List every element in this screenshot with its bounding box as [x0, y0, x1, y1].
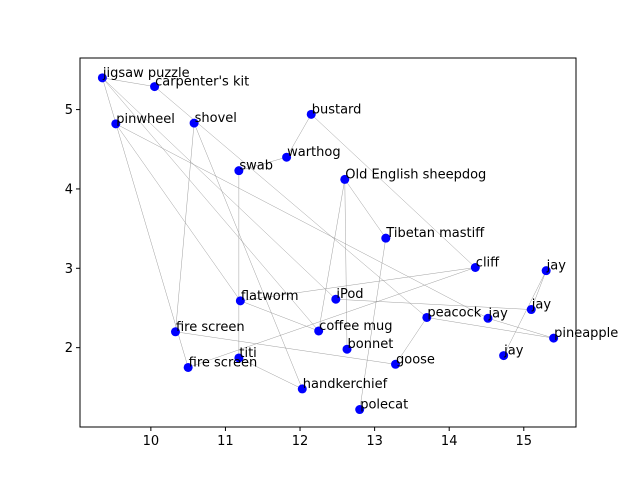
data-point	[170, 327, 180, 337]
edge-line	[188, 267, 476, 368]
data-point	[470, 262, 480, 272]
x-tick-label: 12	[292, 434, 309, 449]
point-label: fire screen	[189, 355, 258, 370]
data-point	[183, 362, 193, 372]
point-label: carpenter's kit	[155, 75, 249, 90]
edge-line	[487, 318, 554, 339]
data-point	[306, 109, 316, 119]
edge-line	[193, 122, 303, 390]
point-label: goose	[396, 352, 435, 367]
x-axis: 10 11 12 13 14 15	[143, 427, 532, 449]
data-point	[391, 359, 401, 369]
x-tick-label: 13	[366, 434, 383, 449]
edge-line	[115, 123, 241, 301]
x-tick-label: 15	[516, 434, 533, 449]
data-point	[282, 152, 292, 162]
data-point	[235, 296, 245, 306]
data-point	[234, 353, 244, 363]
y-tick-label: 3	[65, 262, 73, 277]
edge-line	[531, 270, 547, 310]
point-label: swab	[239, 159, 273, 174]
data-point	[150, 82, 160, 92]
data-point	[97, 73, 107, 83]
edge-line	[318, 179, 346, 332]
point-label: jay	[487, 306, 508, 321]
point-label: iPod	[336, 287, 363, 302]
data-point	[189, 118, 199, 128]
point-label: polecat	[360, 398, 408, 413]
x-tick-label: 14	[441, 434, 458, 449]
edge-line	[175, 331, 396, 365]
points-layer	[97, 73, 559, 415]
edge-line	[240, 300, 319, 332]
edge-line	[344, 179, 387, 239]
edges-layer	[102, 77, 554, 410]
point-label: pinwheel	[116, 112, 175, 127]
edge-line	[102, 77, 319, 332]
point-label: flatworm	[241, 289, 299, 304]
data-point	[355, 405, 365, 415]
point-label: jigsaw puzzle	[102, 66, 190, 81]
point-label: jay	[546, 259, 567, 274]
data-point	[111, 119, 121, 129]
data-point	[499, 351, 509, 361]
data-point	[526, 305, 536, 315]
data-point	[297, 384, 307, 394]
edge-line	[102, 77, 155, 87]
edge-line	[154, 86, 427, 318]
data-point	[381, 233, 391, 243]
point-label: handkerchief	[303, 377, 388, 392]
edge-line	[286, 114, 312, 158]
point-label: cliff	[476, 255, 500, 270]
y-tick-label: 5	[65, 103, 73, 118]
data-point	[314, 326, 324, 336]
point-label: jay	[531, 298, 552, 313]
y-tick-label: 4	[65, 182, 73, 197]
point-label: peacock	[427, 305, 481, 320]
edge-line	[503, 270, 547, 356]
point-label: titi	[239, 346, 256, 361]
point-label: bonnet	[348, 337, 394, 352]
data-point	[342, 344, 352, 354]
edge-line	[102, 77, 337, 300]
data-point	[331, 294, 341, 304]
edge-line	[311, 114, 476, 268]
data-point	[541, 266, 551, 276]
point-label: jay	[503, 344, 524, 359]
y-tick-label: 2	[65, 341, 73, 356]
point-label: warthog	[287, 145, 341, 160]
edge-line	[240, 267, 476, 302]
point-label: shovel	[195, 111, 237, 126]
data-point	[483, 313, 493, 323]
edge-line	[359, 238, 387, 410]
y-axis: 2 3 4 5	[65, 103, 80, 356]
edge-line	[238, 357, 303, 390]
point-label: pineapple	[554, 326, 618, 341]
edge-line	[115, 123, 489, 319]
edge-line	[335, 298, 532, 310]
edge-line	[344, 179, 348, 350]
point-label: bustard	[312, 102, 362, 117]
data-point	[234, 166, 244, 176]
plot-area-frame	[79, 57, 577, 428]
data-point	[422, 312, 432, 322]
point-label: fire screen	[176, 320, 245, 335]
x-tick-label: 11	[217, 434, 234, 449]
edge-line	[238, 156, 287, 171]
edge-line	[175, 123, 195, 332]
edge-line	[395, 317, 428, 365]
point-label: Tibetan mastiff	[385, 226, 485, 241]
edge-line	[426, 317, 554, 339]
point-label: Old English sheepdog	[345, 167, 486, 182]
data-point	[340, 174, 350, 184]
x-tick-label: 10	[143, 434, 160, 449]
point-label: coffee mug	[319, 319, 392, 334]
data-point	[549, 333, 559, 343]
